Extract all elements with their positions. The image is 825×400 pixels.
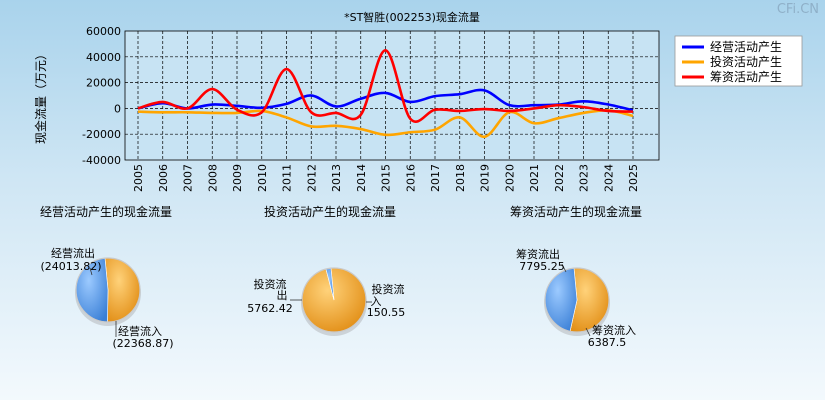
y-tick-label: 40000 [86, 51, 121, 64]
x-tick-label: 2020 [503, 164, 516, 192]
x-tick-label: 2017 [429, 164, 442, 192]
y-tick-label: 0 [114, 102, 121, 115]
x-tick-label: 2005 [132, 164, 145, 192]
y-axis-label: 现金流量（万元） [33, 48, 48, 144]
pie-label-1-0: 经营流出 [51, 246, 95, 260]
pie-leader-3-1 [585, 327, 591, 337]
pie-title-1: 经营活动产生的现金流量 [40, 204, 172, 219]
legend-label-2: 筹资活动产生 [710, 70, 782, 84]
y-tick-label: -20000 [82, 128, 121, 141]
x-tick-label: 2023 [578, 164, 591, 192]
pie-value-3-1: 6387.5 [588, 336, 627, 349]
pie-label-3-0: 筹资流出 [516, 247, 560, 261]
x-tick-label: 2022 [553, 164, 566, 192]
y-axis: 60000 40000 20000 0 -20000 -40000 [82, 25, 121, 167]
x-tick-label: 2025 [627, 164, 640, 192]
pie-label-3-1: 筹资流入 [592, 323, 636, 337]
pie-value-2-0: 5762.42 [247, 302, 293, 315]
pie-value-3-0: 7795.25 [519, 260, 565, 273]
x-tick-label: 2008 [206, 164, 219, 192]
y-tick-label: 20000 [86, 77, 121, 90]
x-tick-label: 2014 [355, 164, 368, 192]
x-tick-label: 2016 [404, 164, 417, 192]
pie-slice-3-1 [544, 267, 578, 332]
x-tick-label: 2012 [305, 164, 318, 192]
chart-title: *ST智胜(002253)现金流量 [344, 10, 480, 24]
pie-title-2: 投资活动产生的现金流量 [264, 204, 396, 219]
pie-value-1-0: (24013.82) [40, 260, 101, 273]
x-tick-label: 2024 [602, 164, 615, 192]
series-lines [137, 49, 634, 139]
x-tick-label: 2006 [157, 164, 170, 192]
pie-label-1-1: 经营流入 [118, 324, 162, 338]
legend-label-1: 投资活动产生 [710, 54, 782, 69]
x-tick-label: 2010 [256, 164, 269, 192]
series-line-2 [137, 49, 634, 123]
y-tick-label: -40000 [82, 154, 121, 167]
pie-label-2-0: 投资流出 [254, 277, 288, 302]
pie-label-2-1: 投资流入 [371, 282, 405, 308]
pie-slice-1-0 [104, 257, 141, 323]
pie-value-2-1: 150.55 [367, 306, 406, 319]
y-tick-label: 60000 [86, 25, 121, 38]
x-tick-label: 2011 [281, 164, 294, 192]
x-tick-label: 2009 [231, 164, 244, 192]
plot-grid [125, 31, 659, 160]
x-tick-label: 2015 [380, 164, 393, 192]
x-axis: 2005 2006 2007 2008 2009 2010 2011 2012 2013 2014… [132, 164, 640, 192]
x-tick-label: 2013 [330, 164, 343, 192]
pie-leader-3-0 [561, 263, 567, 273]
pie-rim-3 [544, 267, 610, 333]
pie-value-1-1: (22368.87) [112, 337, 173, 350]
series-line-1 [137, 108, 634, 139]
pie-title-3: 筹资活动产生的现金流量 [510, 204, 642, 219]
x-tick-label: 2018 [454, 164, 467, 192]
brand-logo: CFi.CN [776, 2, 819, 17]
x-tick-label: 2019 [479, 164, 492, 192]
x-tick-label: 2007 [182, 164, 195, 192]
legend-label-0: 经营活动产生 [710, 40, 782, 54]
pie-rim-1 [75, 257, 141, 323]
pie-leader-1-0 [89, 267, 93, 276]
x-tick-label: 2021 [528, 164, 541, 192]
